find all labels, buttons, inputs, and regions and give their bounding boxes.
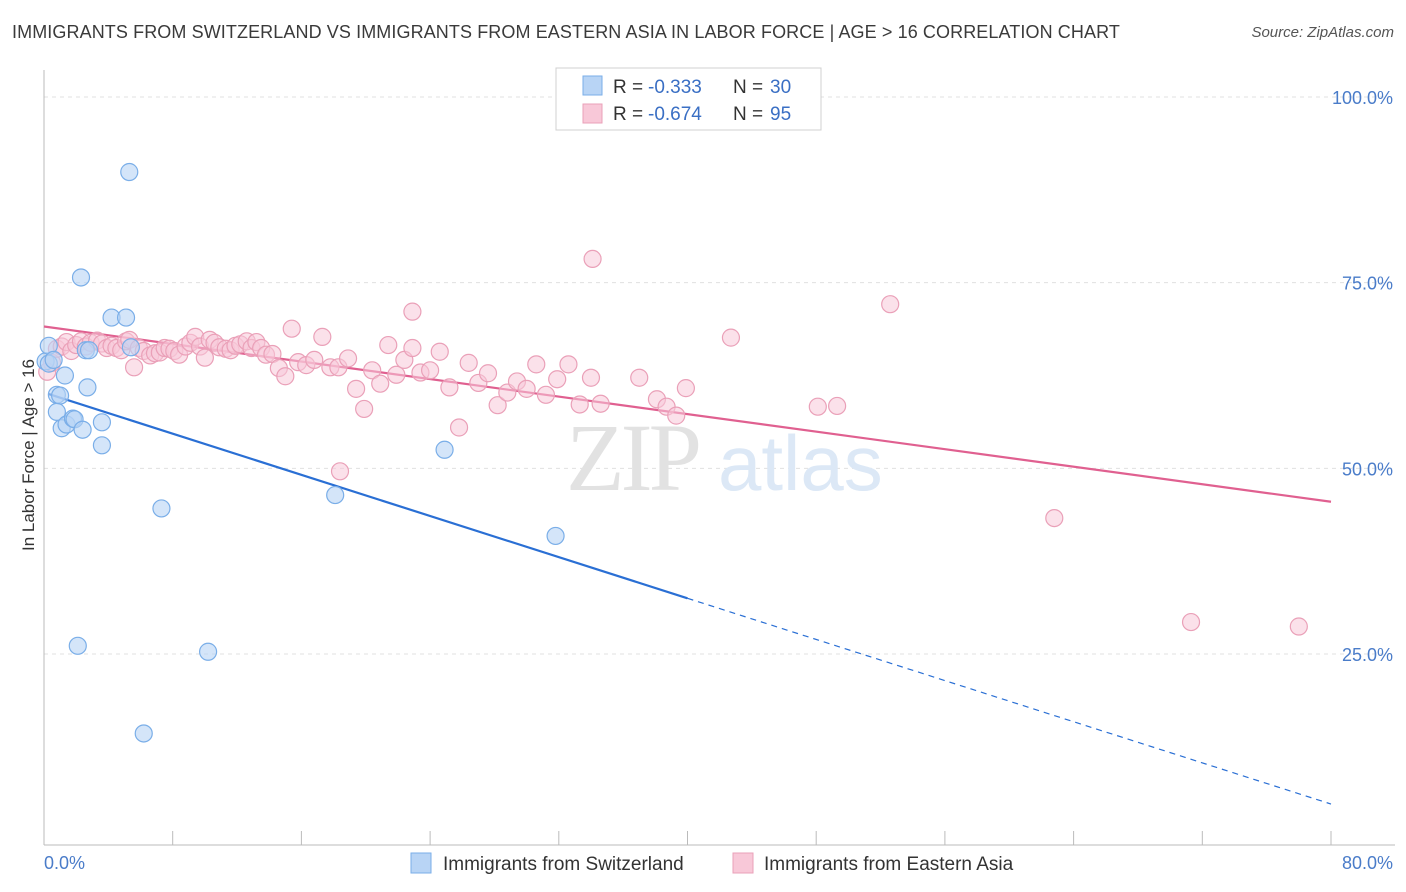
point-eastern-asia-63: [403, 338, 422, 358]
y-tick-label-50: 50.0%: [1342, 459, 1393, 479]
x-ticks: [43, 831, 1332, 845]
point-eastern-asia-60: [379, 335, 398, 355]
point-switzerland-26: [435, 440, 454, 459]
legend-n-label-1: N =: [733, 77, 763, 98]
point-eastern-asia-59: [371, 374, 390, 393]
source-label: Source: ZipAtlas.com: [1251, 24, 1394, 41]
legend-n-value-1: 30: [770, 77, 791, 98]
point-eastern-asia-96: [1181, 612, 1201, 632]
point-eastern-asia-52: [313, 327, 332, 346]
point-eastern-asia-18: [124, 358, 144, 377]
point-eastern-asia-91: [881, 295, 900, 314]
point-eastern-asia-71: [478, 364, 498, 383]
point-eastern-asia-67: [440, 378, 459, 397]
watermark-atlas: atlas: [718, 419, 883, 507]
point-eastern-asia-93: [403, 302, 422, 321]
point-switzerland-20: [121, 338, 140, 357]
trend-line-switzerland: [48, 393, 688, 600]
point-switzerland-3: [50, 386, 70, 405]
point-eastern-asia-90: [828, 396, 847, 416]
y-tick-label-75: 75.0%: [1342, 274, 1393, 294]
point-eastern-asia-48: [282, 319, 301, 338]
point-eastern-asia-81: [581, 368, 601, 387]
trend-lines: [43, 325, 1332, 805]
point-eastern-asia-87: [676, 379, 695, 398]
point-eastern-asia-57: [355, 399, 374, 419]
bottom-legend-swatch-eastern-asia: [732, 852, 754, 874]
point-eastern-asia-32: [195, 348, 214, 367]
point-eastern-asia-82: [591, 394, 610, 413]
series-eastern-asia: [38, 249, 1308, 636]
x-tick-label-min: 0.0%: [44, 853, 85, 873]
y-tick-label-25: 25.0%: [1342, 645, 1393, 665]
point-switzerland-21: [68, 636, 87, 655]
point-eastern-asia-88: [721, 328, 741, 347]
point-eastern-asia-78: [548, 370, 567, 389]
bottom-legend-label-eastern-asia: Immigrants from Eastern Asia: [764, 854, 1014, 875]
point-switzerland-9: [73, 420, 92, 439]
point-eastern-asia-83: [630, 368, 649, 387]
point-eastern-asia-51: [305, 350, 324, 370]
bottom-legend-swatch-switzerland: [410, 852, 432, 874]
point-eastern-asia-55: [338, 349, 358, 368]
x-tick-label-max: 80.0%: [1342, 853, 1393, 873]
legend-n-label-2: N =: [733, 104, 763, 125]
point-eastern-asia-80: [570, 395, 589, 414]
point-eastern-asia-58: [363, 361, 382, 380]
legend-r-value-1: -0.333: [648, 77, 702, 98]
y-tick-labels: 25.0% 50.0% 75.0% 100.0%: [1332, 88, 1393, 665]
y-axis-title: In Labor Force | Age > 16: [19, 359, 38, 551]
point-eastern-asia-65: [421, 361, 440, 380]
point-switzerland-15: [78, 378, 97, 397]
point-switzerland-24: [134, 724, 153, 743]
axes: [43, 70, 1395, 846]
point-eastern-asia-75: [517, 379, 536, 398]
point-switzerland-27: [546, 526, 565, 546]
point-eastern-asia-97: [1289, 617, 1308, 636]
trend-line-switzerland-extension: [687, 597, 1332, 805]
point-switzerland-11: [79, 341, 99, 360]
point-eastern-asia-66: [430, 342, 449, 361]
point-eastern-asia-61: [387, 365, 406, 384]
chart-title: IMMIGRANTS FROM SWITZERLAND VS IMMIGRANT…: [12, 22, 1120, 42]
bottom-legend-label-switzerland: Immigrants from Switzerland: [443, 854, 684, 875]
point-switzerland-18: [116, 308, 136, 327]
grid-lines: [44, 96, 1395, 655]
point-eastern-asia-89: [808, 397, 827, 416]
series-switzerland: [36, 162, 565, 743]
point-switzerland-16: [71, 268, 91, 287]
legend-r-value-2: -0.674: [648, 104, 702, 125]
point-switzerland-4: [47, 402, 66, 421]
legend-n-value-2: 95: [770, 104, 791, 125]
point-switzerland-29: [44, 350, 63, 370]
legend-swatch-eastern-asia: [582, 103, 603, 124]
point-eastern-asia-77: [536, 385, 556, 404]
point-eastern-asia-92: [583, 249, 602, 269]
point-eastern-asia-56: [346, 379, 366, 398]
point-eastern-asia-86: [667, 406, 686, 425]
point-switzerland-13: [92, 436, 112, 455]
legend-r-label-1: R =: [613, 77, 643, 98]
legend-swatch-switzerland: [582, 75, 603, 96]
point-eastern-asia-76: [527, 355, 546, 374]
point-eastern-asia-95: [1045, 508, 1064, 528]
point-switzerland-19: [120, 162, 139, 182]
point-eastern-asia-68: [449, 418, 469, 437]
point-eastern-asia-69: [459, 353, 478, 372]
legend-r-label-2: R =: [613, 104, 643, 125]
legend-box: R = -0.333 N = 30 R = -0.674 N = 95: [555, 67, 822, 131]
bottom-legend: Immigrants from Switzerland Immigrants f…: [410, 852, 1014, 875]
point-switzerland-23: [198, 642, 218, 661]
point-switzerland-22: [152, 499, 171, 518]
point-switzerland-14: [55, 366, 75, 385]
y-tick-label-100: 100.0%: [1332, 88, 1393, 108]
point-eastern-asia-72: [488, 396, 507, 415]
point-eastern-asia-47: [276, 367, 295, 386]
point-eastern-asia-94: [330, 462, 350, 481]
point-eastern-asia-79: [559, 355, 578, 374]
point-switzerland-12: [92, 413, 112, 432]
point-switzerland-25: [326, 485, 345, 505]
